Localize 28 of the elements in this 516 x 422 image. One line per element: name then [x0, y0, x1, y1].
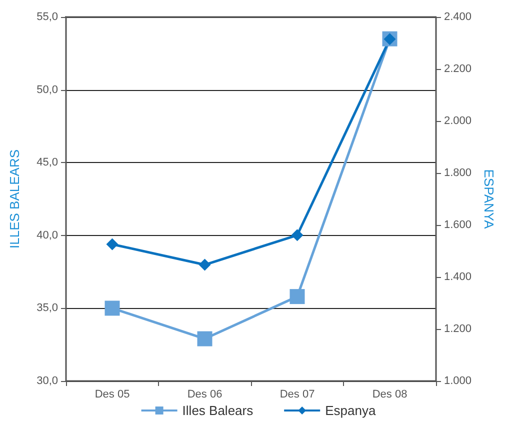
y2-tick-label: 2.400 [444, 11, 472, 23]
point [198, 258, 211, 271]
y-tick-label: 30,0 [36, 375, 58, 387]
y2-tick-label: 2.200 [444, 63, 472, 75]
y-tick-label: 55,0 [36, 11, 58, 23]
point [197, 331, 212, 346]
point [106, 238, 118, 250]
y2-axis-title: ESPANYA [481, 169, 496, 230]
y2-tick-label: 1.400 [444, 271, 472, 283]
legend-label: Espanya [325, 403, 376, 418]
y2-tick-label: 1.000 [444, 375, 472, 387]
y-tick-label: 40,0 [36, 229, 58, 242]
x-tick-label: Des 06 [187, 388, 222, 400]
x-tick-label: Des 07 [280, 388, 315, 400]
legend-label: Illes Balears [182, 403, 254, 418]
point [291, 229, 304, 242]
y2-tick-label: 1.600 [444, 219, 472, 231]
y-axis-title: ILLES BALEARS [7, 149, 22, 248]
y-tick-label: 35,0 [36, 302, 58, 314]
x-tick-label: Des 08 [372, 388, 408, 400]
y2-tick-label: 1.200 [444, 323, 472, 335]
y2-tick-label: 1.800 [444, 167, 472, 179]
y-tick-label: 45,0 [36, 156, 58, 169]
x-tick-label: Des 05 [94, 388, 130, 400]
y-tick-label: 50,0 [36, 84, 58, 96]
point [290, 289, 305, 304]
point [104, 300, 120, 316]
y2-tick-label: 2.000 [444, 115, 472, 127]
